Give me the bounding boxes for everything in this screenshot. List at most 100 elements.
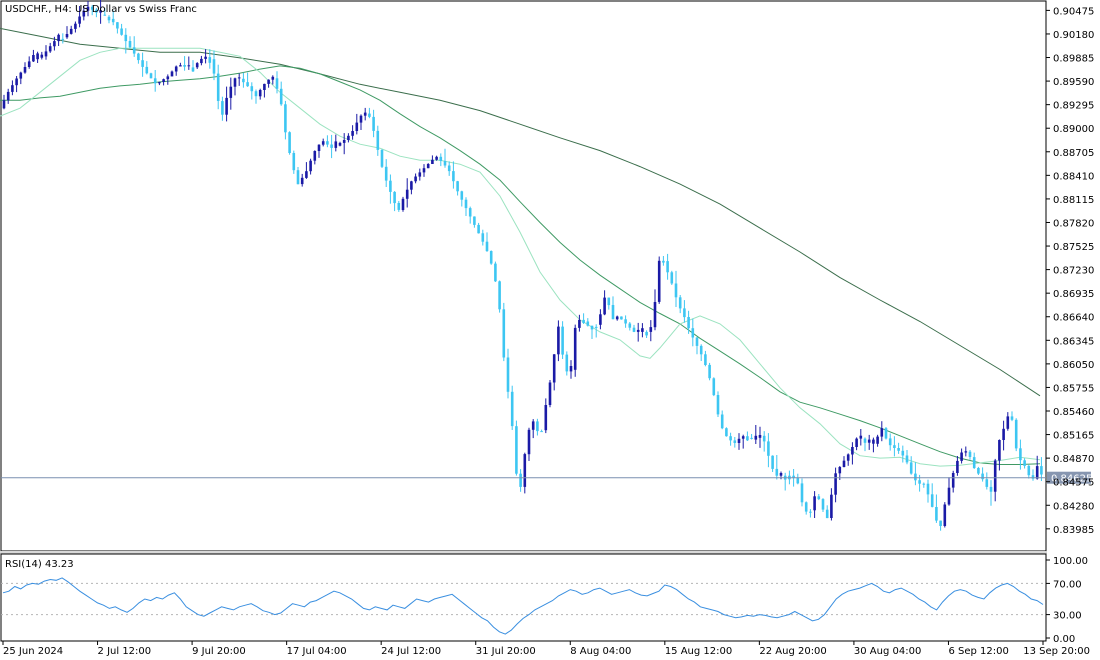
price-tick-label: 0.86050 [1053,360,1094,371]
candle-body [11,85,14,92]
candle-body [893,445,896,448]
price-axis[interactable]: 0.90475 0.90180 0.89885 0.89590 0.89295 0.890… [1046,6,1094,536]
candle-body [683,308,686,318]
candle-body [729,436,732,441]
candle-body [951,473,955,488]
candle-body [838,467,842,474]
price-tick-label: 0.84575 [1053,478,1094,489]
time-axis[interactable]: 25 Jun 2024 2 Jul 12:00 9 Jul 20:00 17 Jul … [2,641,1090,657]
candle-body [863,438,867,443]
candle-body [561,326,564,355]
candle-body [960,452,963,461]
candle-body [762,435,766,442]
candle-body [964,451,968,453]
candle-body [662,260,665,263]
candle-body [884,428,888,439]
candle-body [132,47,136,54]
price-tick-label: 0.89590 [1053,77,1094,88]
candle-body [943,504,947,526]
candle-body [830,494,833,518]
time-tick-label: 15 Aug 12:00 [665,646,732,657]
candle-body [699,345,703,355]
candle-body [485,241,489,252]
time-tick-label: 8 Aug 04:00 [570,646,631,657]
rsi-caption: RSI(14) 43.23 [5,559,74,570]
candle-body [271,76,275,80]
candle-body [956,460,959,473]
candle-body [116,22,119,29]
candle-body [1019,448,1022,461]
candle-body [460,191,464,200]
candle-body [712,378,716,396]
candle-body [930,494,934,507]
candle-body [636,329,640,332]
candle-body [678,297,682,309]
candle-body [985,479,989,487]
candle-body [221,101,224,115]
candle-body [330,144,333,148]
candle-body [666,261,669,273]
candle-body [939,520,942,526]
candle-body [515,426,518,474]
price-tick-label: 0.89885 [1053,54,1094,65]
candle-body [989,486,993,492]
candle-body [909,462,913,474]
candle-body [1027,465,1031,476]
candle-body [170,71,174,77]
price-tick-label: 0.90180 [1053,30,1094,41]
candle-body [968,451,972,457]
candle-body [111,18,115,23]
candle-body [2,100,6,109]
candle-body [947,487,951,505]
candle-body [418,172,422,177]
candle-body [401,198,405,210]
candle-body [540,431,543,433]
candle-body [527,429,531,455]
candle-body [40,54,44,58]
candle-body [347,135,350,140]
candle-body [65,34,69,38]
symbol-caption: USDCHF., H4: US Dollar vs Swiss Franc [5,4,197,15]
ma-slow-line [0,27,1041,397]
candle-body [187,65,191,67]
candle-body [771,455,774,469]
rsi-line [2,577,1044,635]
price-tick-label: 0.86935 [1053,289,1094,300]
candle-body [603,297,606,315]
candle-body [195,63,199,68]
candle-body [456,181,459,192]
candle-body [754,435,758,440]
candle-body [464,199,468,209]
candle-body [867,439,871,443]
candle-body [918,480,921,484]
candle-body [443,161,447,166]
candle-body [981,473,984,480]
candle-body [552,354,556,383]
candle-body [653,302,657,328]
candle-body [426,164,430,169]
candle-body [254,91,258,97]
rsi-axis[interactable]: 100.00 70.00 30.00 0.00 [1046,556,1088,645]
candle-body [414,176,417,182]
time-tick-label: 13 Sep 20:00 [1023,646,1090,657]
candle-body [376,130,380,150]
candle-body [872,439,875,444]
candle-body [926,483,930,495]
price-tick-label: 0.83985 [1053,525,1094,536]
candle-body [1006,416,1010,429]
pane-separator[interactable] [0,551,1047,554]
ma-mid-line [0,65,1041,465]
candle-body [305,171,308,178]
candle-body [107,16,111,21]
candle-body [351,131,354,136]
current-price-badge [1047,471,1091,484]
candle-body [288,132,291,153]
candle-body [972,457,976,468]
candle-body [120,28,123,35]
candle-body [363,112,367,116]
candle-body [246,82,249,87]
candle-body [544,405,548,431]
candle-body [720,414,724,429]
candle-body [582,319,585,323]
